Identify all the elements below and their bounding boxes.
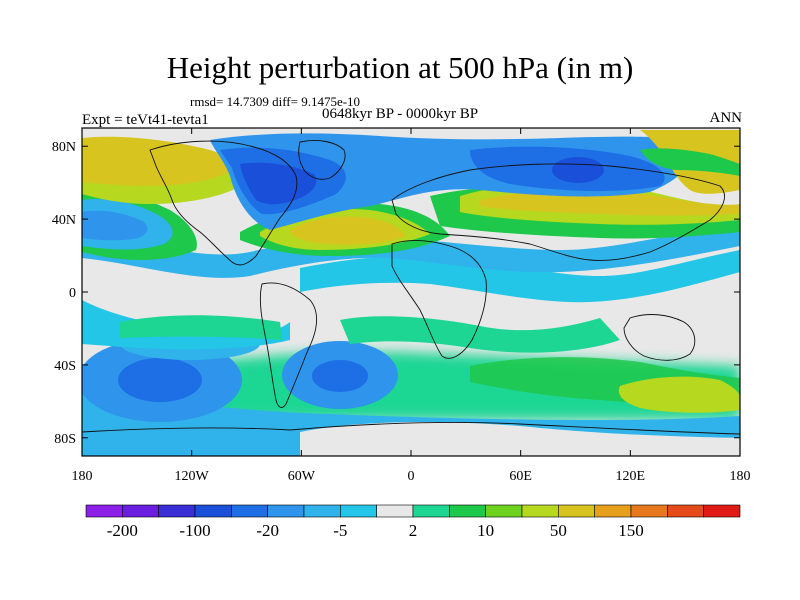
colorbar: -200 -100 -20 -5 2 10 50 150 <box>85 504 741 540</box>
colorbar-label: -5 <box>333 521 347 540</box>
lon-tick-label: 60E <box>509 469 532 484</box>
lon-tick-label: 180 <box>72 469 93 484</box>
coastline-africa <box>391 239 487 359</box>
contour-nh-darkest-blue-west <box>240 162 317 205</box>
coastline-greenland <box>298 139 346 180</box>
colorbar-swatch <box>303 504 341 518</box>
coastline-north-america <box>149 140 298 266</box>
colorbar-label: 50 <box>550 521 567 540</box>
colorbar-swatch <box>703 504 741 518</box>
coastline-europe-asia <box>391 163 725 261</box>
colorbar-swatch <box>667 504 704 518</box>
contour-tropical-cyan-mid <box>300 250 740 303</box>
colorbar-swatch <box>85 504 123 518</box>
longitude-axis: 180 120W 60W 0 60E 120E 180 <box>72 128 751 484</box>
contour-equatorial-green <box>340 316 620 353</box>
contour-sh-pacific-blue-inner <box>118 358 202 402</box>
coastline-australia <box>623 314 696 361</box>
colorbar-label: 150 <box>618 521 644 540</box>
contour-sh-atlantic-blue-inner <box>312 360 368 392</box>
colorbar-label: -20 <box>256 521 279 540</box>
colorbar-swatch <box>594 504 632 518</box>
colorbar-swatch <box>376 504 414 518</box>
colorbar-swatch <box>194 504 232 518</box>
latitude-axis: 80N 40N 0 40S 80S <box>52 140 740 447</box>
contour-arctic-yellow-west <box>82 136 231 187</box>
season-label: ANN <box>709 110 743 126</box>
lat-tick-label: 0 <box>69 286 76 301</box>
colorbar-swatch <box>412 504 450 518</box>
colorbar-swatch <box>267 504 305 518</box>
colorbar-swatch <box>521 504 559 518</box>
lat-tick-label: 40S <box>54 359 76 374</box>
colorbar-swatch <box>558 504 595 518</box>
lat-tick-label: 80N <box>52 140 76 155</box>
period-label: 0648kyr BP - 0000kyr BP <box>322 106 479 122</box>
contour-nh-darkest-blue-east <box>552 157 604 183</box>
contour-field <box>82 128 740 456</box>
colorbar-label: 2 <box>409 521 418 540</box>
colorbar-swatch <box>485 504 523 518</box>
contour-south-indian-yellow <box>618 376 740 413</box>
stats-line: rmsd= 14.7309 diff= 9.1475e-10 <box>190 94 361 109</box>
coastline-south-america <box>259 282 317 408</box>
contour-sh-green-west <box>120 315 282 340</box>
lat-tick-label: 40N <box>52 213 76 228</box>
lon-tick-label: 0 <box>408 469 415 484</box>
lon-tick-label: 180 <box>730 469 751 484</box>
coastline-antarctica <box>82 421 740 435</box>
contour-pacific-blue-inner <box>82 210 148 241</box>
contour-antarctic-neutral <box>300 422 740 456</box>
contour-atlantic-orange <box>290 216 406 245</box>
lon-tick-label: 120E <box>616 469 646 484</box>
lon-tick-label: 60W <box>288 469 316 484</box>
colorbar-swatch <box>231 504 268 518</box>
colorbar-swatch <box>449 504 486 518</box>
experiment-label: Expt = teVt41-tevta1 <box>82 112 209 128</box>
map-title: Height perturbation at 500 hPa (in m) <box>166 50 634 85</box>
colorbar-label: -200 <box>107 521 138 540</box>
colorbar-label: -100 <box>179 521 210 540</box>
contour-arctic-green-east <box>640 148 740 176</box>
lon-tick-label: 120W <box>175 469 210 484</box>
contour-nh-orange-east <box>480 190 740 216</box>
contour-arctic-green-west <box>82 164 250 204</box>
colorbar-label: 10 <box>477 521 494 540</box>
colorbar-swatch <box>340 504 377 518</box>
lat-tick-label: 80S <box>54 432 76 447</box>
coastlines <box>82 139 740 435</box>
colorbar-swatch <box>122 504 159 518</box>
contour-nh-cyan-belt <box>82 224 740 278</box>
colorbar-swatch <box>630 504 668 518</box>
colorbar-swatch <box>158 504 196 518</box>
